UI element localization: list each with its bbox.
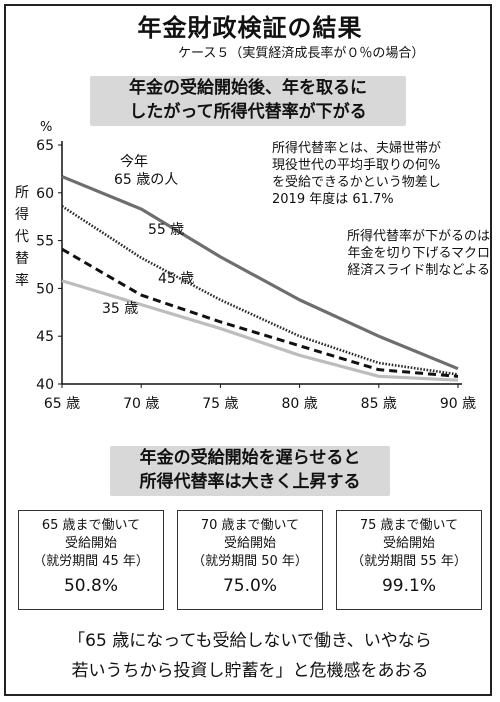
page-title: 年金財政検証の結果 [137, 14, 363, 42]
card-70-value: 75.0% [222, 576, 277, 596]
card-75-line-1: 75 歳まで働いて [359, 518, 459, 533]
top-banner: 年金の受給開始後、年を取るに したがって所得代替率が下がる [90, 76, 406, 126]
page-subtitle: ケース５（実質経済成長率が０％の場合） [178, 46, 425, 61]
card-65: 65 歳まで働いて 受給開始 （就労期間 45 年） 50.8% [18, 510, 164, 610]
card-65-line-3: （就労期間 45 年） [33, 554, 149, 569]
y-tick-label-50: 50 [36, 281, 54, 297]
reason-line-3: 経済スライド制などよる [347, 263, 490, 278]
x-tick-label-80: 80 歳 [281, 396, 317, 412]
reason-note: 所得代替率が下がるのは 年金を切り下げるマクロ 経済スライド制などよる [300, 228, 490, 279]
card-75-value: 99.1% [381, 576, 436, 596]
definition-line-3: を受給できるかという物差し [272, 175, 441, 190]
card-65-line-1: 65 歳まで働いて [41, 518, 141, 533]
definition-line-4: 2019 年度は 61.7% [272, 192, 394, 207]
y-tick-label-40: 40 [36, 377, 54, 393]
middle-banner: 年金の受給開始を遅らせると 所得代替率は大きく上昇する [110, 446, 390, 496]
y-unit: % [40, 120, 53, 135]
definition-line-2: 現役世代の平均手取りの何% [272, 158, 441, 173]
middle-banner-line-1: 年金の受給開始を遅らせると [139, 448, 361, 468]
series-line-age-45 [61, 247, 459, 378]
series-label-age-45: 45 歳 [158, 271, 194, 287]
y-tick-label-60: 60 [36, 186, 54, 202]
top-banner-line-2: したがって所得代替率が下がる [129, 102, 367, 122]
x-tick-label-90: 90 歳 [440, 396, 476, 412]
middle-banner-line-2: 所得代替率は大きく上昇する [139, 472, 361, 492]
card-65-value: 50.8% [63, 576, 118, 596]
series-label-age-35: 35 歳 [102, 301, 138, 317]
card-75: 75 歳まで働いて 受給開始 （就労期間 55 年） 99.1% [336, 510, 482, 610]
y-axis-label: 所得代替率 [15, 185, 29, 289]
definition-line-1: 所得代替率とは、夫婦世帯が [272, 141, 442, 156]
x-tick-label-70: 70 歳 [123, 396, 159, 412]
y-tick-label-55: 55 [36, 234, 54, 250]
y-tick-label-65: 65 [36, 138, 54, 154]
card-75-line-2: 受給開始 [382, 536, 435, 551]
series-line-age-55 [61, 205, 459, 376]
card-75-line-3: （就労期間 55 年） [351, 554, 467, 569]
footer-quote-line-2: 若いうちから投資し貯蓄を」と危機感をあおる [71, 661, 429, 681]
definition-note: 所得代替率とは、夫婦世帯が 現役世代の平均手取りの何% を受給できるかという物差… [272, 140, 492, 208]
footer-quote: 「65 歳になっても受給しないで働き、いやなら 若いうちから投資し貯蓄を」と危機… [0, 626, 500, 686]
x-tick-label-75: 75 歳 [202, 396, 238, 412]
series-label-age-65-line-2: 65 歳の人 [114, 172, 178, 188]
x-tick-label-65: 65 歳 [44, 396, 80, 412]
series-label-age-55: 55 歳 [148, 222, 184, 238]
card-70-line-2: 受給開始 [223, 536, 276, 551]
footer-quote-line-1: 「65 歳になっても受給しないで働き、いやなら [68, 631, 432, 651]
x-tick-label-85: 85 歳 [361, 396, 397, 412]
series-line-age-35 [61, 279, 459, 382]
series-label-age-65-line-1: 今年 [120, 154, 148, 170]
card-70-line-1: 70 歳まで働いて [200, 518, 300, 533]
card-70-line-3: （就労期間 50 年） [192, 554, 308, 569]
pension-chart: 40 45 50 55 60 65 65 歳 70 歳 75 歳 80 歳 85 歳 90 歳 今年 65… [36, 138, 476, 412]
top-banner-line-1: 年金の受給開始後、年を取るに [129, 78, 367, 98]
y-tick-label-45: 45 [36, 329, 54, 345]
panel-frame [4, 4, 492, 696]
series-line-age-65 [61, 175, 459, 371]
card-70: 70 歳まで働いて 受給開始 （就労期間 50 年） 75.0% [177, 510, 323, 610]
card-65-line-2: 受給開始 [64, 536, 117, 551]
reason-line-2: 年金を切り下げるマクロ [347, 246, 490, 261]
reason-line-1: 所得代替率が下がるのは [346, 229, 490, 244]
